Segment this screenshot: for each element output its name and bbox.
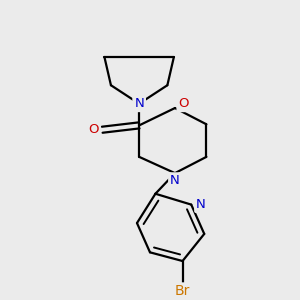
Text: O: O [88,123,99,136]
Text: N: N [196,198,206,211]
Text: O: O [178,97,189,110]
Text: N: N [134,97,144,110]
Text: N: N [170,174,180,187]
Text: Br: Br [175,284,190,298]
